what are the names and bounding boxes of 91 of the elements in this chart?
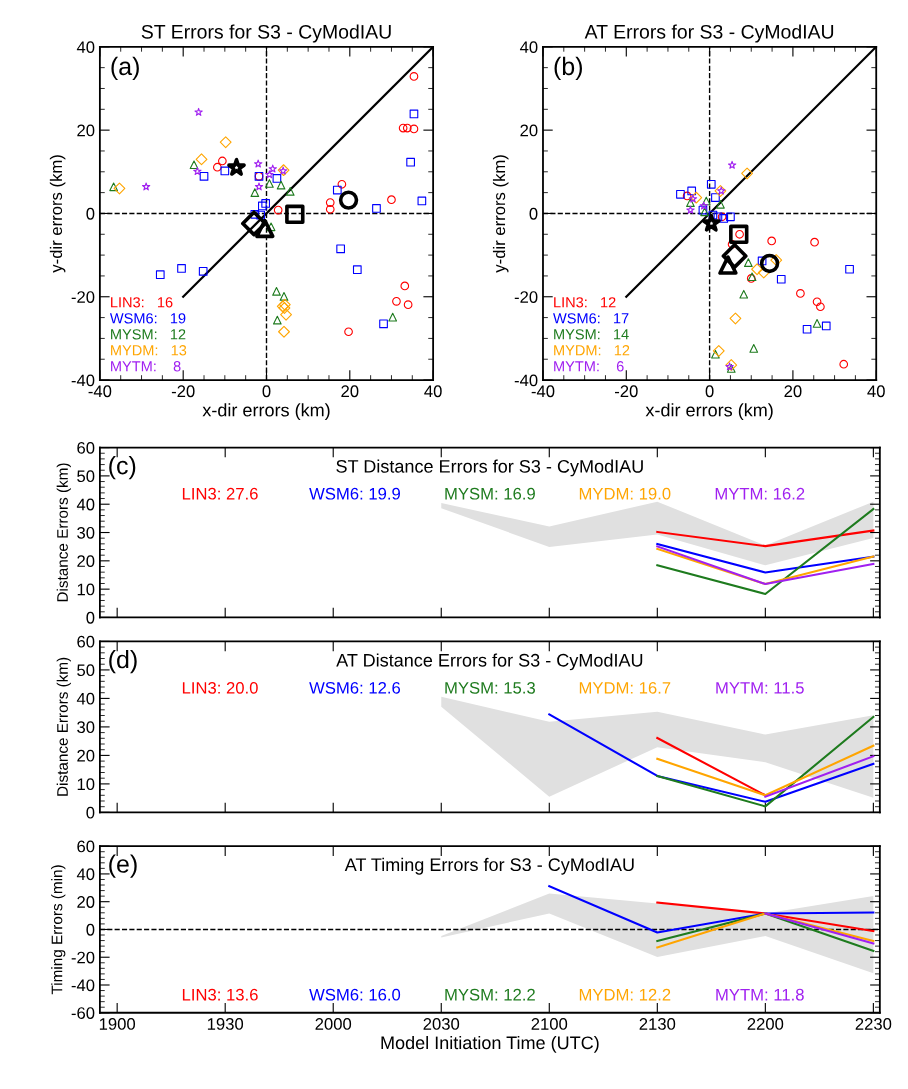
annotation: (a) bbox=[111, 56, 139, 81]
y-tick-label: -40 bbox=[71, 374, 95, 387]
y-tick-label: 60 bbox=[77, 441, 95, 454]
annotation: MYDM: 19.0 bbox=[579, 487, 671, 500]
y-tick-label: 60 bbox=[77, 635, 95, 648]
annotation: LIN3: 16 bbox=[111, 297, 173, 308]
x-tick-label: -20 bbox=[614, 385, 638, 398]
annotation: MYDM: 16.7 bbox=[579, 681, 671, 694]
y-tick-label: 0 bbox=[86, 207, 95, 220]
annotation: MYDM: 12 bbox=[554, 345, 630, 356]
y-tick-label: -40 bbox=[514, 374, 538, 387]
y-axis-title: y-dir errors (km) bbox=[49, 155, 66, 273]
text: AT Distance Errors for S3 - CyModIAU bbox=[336, 653, 643, 671]
text: AT Timing Errors for S3 - CyModIAU bbox=[344, 857, 634, 875]
y-tick-label: 0 bbox=[86, 923, 95, 936]
y-tick-label: 40 bbox=[76, 692, 95, 705]
x-tick-label: 1900 bbox=[99, 1018, 136, 1030]
y-tick-label: -20 bbox=[71, 951, 95, 964]
annotation: LIN3: 12 bbox=[554, 297, 616, 308]
annotation: WSM6: 17 bbox=[553, 313, 629, 324]
y-axis-title: Timing Errors (min) bbox=[51, 865, 66, 995]
x-axis-title: x-dir errors (km) bbox=[202, 403, 330, 421]
y-tick-label: 30 bbox=[77, 721, 95, 734]
annotation: LIN3: 27.6 bbox=[182, 487, 258, 500]
y-tick-label: 20 bbox=[77, 749, 95, 762]
y-axis-title: Distance Errors (km) bbox=[56, 463, 71, 602]
annotation: MYTM: 11.5 bbox=[716, 682, 804, 694]
y-tick-label: -20 bbox=[71, 291, 95, 303]
y-tick-label: 20 bbox=[77, 124, 95, 137]
x-tick-label: 20 bbox=[341, 385, 359, 398]
annotation: MYTM: 16.2 bbox=[715, 487, 805, 500]
annotation: WSM6: 19 bbox=[109, 313, 186, 324]
y-tick-label: 40 bbox=[76, 41, 95, 54]
x-tick-label: 0 bbox=[705, 385, 714, 398]
y-tick-label: -40 bbox=[71, 979, 95, 992]
y-tick-label: 40 bbox=[519, 41, 538, 54]
x-tick-label: 0 bbox=[262, 385, 271, 398]
x-tick-label: 20 bbox=[784, 385, 802, 398]
y-tick-label: 20 bbox=[520, 124, 538, 137]
y-tick-label: -20 bbox=[514, 291, 538, 303]
y-tick-label: 10 bbox=[77, 778, 95, 791]
annotation: LIN3: 20.0 bbox=[182, 681, 258, 694]
x-tick-label: 2230 bbox=[855, 1018, 892, 1030]
y-tick-label: 10 bbox=[77, 583, 95, 596]
annotation: (e) bbox=[109, 854, 137, 878]
annotation: (b) bbox=[554, 56, 582, 81]
x-axis-title: x-dir errors (km) bbox=[645, 403, 773, 421]
y-axis-title: Distance Errors (km) bbox=[56, 657, 71, 796]
y-tick-label: 0 bbox=[86, 806, 95, 819]
x-tick-label: 40 bbox=[867, 385, 885, 398]
x-tick-label: 2130 bbox=[639, 1018, 676, 1030]
y-tick-label: -60 bbox=[71, 1007, 95, 1019]
annotation: (d) bbox=[109, 649, 137, 674]
y-tick-label: 40 bbox=[76, 498, 95, 511]
annotation: MYSM: 16.9 bbox=[445, 487, 535, 500]
y-tick-label: 50 bbox=[77, 664, 95, 677]
annotation: WSM6: 19.9 bbox=[309, 487, 400, 500]
y-tick-label: 40 bbox=[76, 868, 95, 881]
y-tick-label: 0 bbox=[529, 207, 538, 220]
annotation: MYTM: 11.8 bbox=[716, 988, 804, 1001]
annotation: (c) bbox=[109, 456, 136, 480]
y-tick-label: 20 bbox=[77, 896, 95, 908]
x-tick-label: -40 bbox=[531, 385, 555, 398]
annotation: MYSM: 12 bbox=[111, 329, 186, 340]
y-axis-title: y-dir errors (km) bbox=[492, 155, 509, 273]
annotation: MYTM: 6 bbox=[554, 361, 624, 372]
annotation: WSM6: 12.6 bbox=[309, 681, 401, 694]
x-tick-label: 1930 bbox=[207, 1018, 244, 1030]
annotation: MYSM: 15.3 bbox=[445, 681, 535, 694]
text: ST Distance Errors for S3 - CyModIAU bbox=[336, 459, 643, 477]
y-tick-label: 20 bbox=[77, 555, 95, 568]
y-tick-label: 50 bbox=[77, 470, 95, 483]
annotation: MYTM: 8 bbox=[111, 361, 181, 372]
x-tick-label: -20 bbox=[171, 385, 195, 398]
annotation: MYDM: 13 bbox=[111, 345, 187, 356]
x-tick-label: 2030 bbox=[423, 1018, 460, 1030]
y-tick-label: 60 bbox=[77, 840, 95, 853]
y-tick-label: 30 bbox=[77, 526, 95, 539]
x-tick-label: 2200 bbox=[747, 1018, 784, 1030]
x-axis-title: Model Initiation Time (UTC) bbox=[381, 1035, 599, 1053]
annotation: WSM6: 16.0 bbox=[309, 988, 401, 1001]
annotation: MYDM: 12.2 bbox=[579, 988, 671, 1001]
x-tick-label: 2100 bbox=[531, 1018, 568, 1030]
annotation: LIN3: 13.6 bbox=[182, 988, 258, 1001]
annotation: MYSM: 14 bbox=[554, 329, 629, 340]
x-tick-label: 2000 bbox=[315, 1018, 352, 1030]
y-tick-label: 0 bbox=[86, 611, 95, 624]
chart-title: ST Errors for S3 - CyModIAU bbox=[141, 24, 391, 43]
x-tick-label: 40 bbox=[424, 385, 442, 398]
annotation: MYSM: 12.2 bbox=[445, 988, 535, 1001]
chart-title: AT Errors for S3 - CyModIAU bbox=[584, 24, 834, 43]
